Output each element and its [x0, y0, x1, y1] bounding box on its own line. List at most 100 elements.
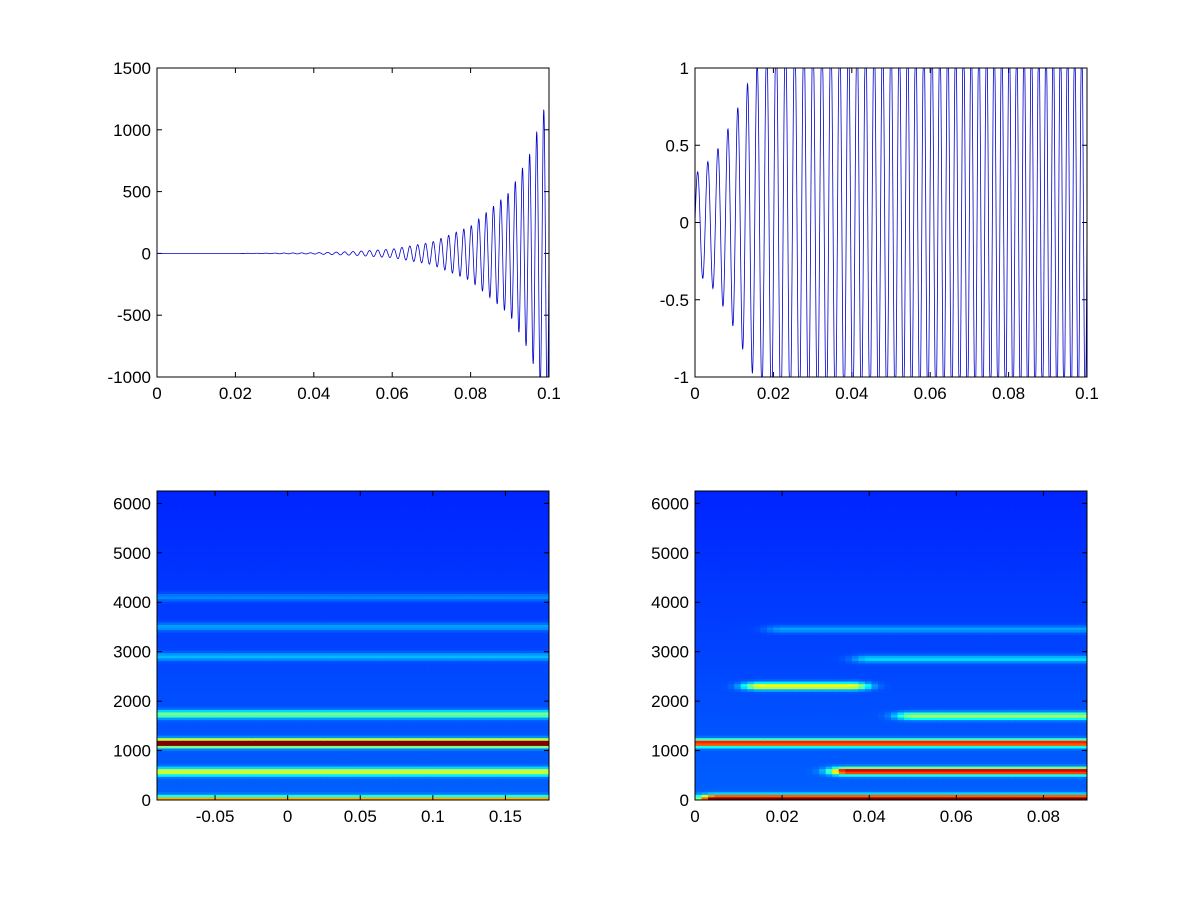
heatmap-cell: [411, 645, 419, 649]
heatmap-cell: [222, 697, 230, 701]
heatmap-cell: [228, 622, 236, 626]
heatmap-cell: [359, 617, 367, 621]
heatmap-cell: [359, 521, 367, 526]
heatmap-cell: [424, 537, 432, 541]
heatmap-cell: [255, 658, 263, 662]
heatmap-cell: [509, 560, 517, 564]
heatmap-cell: [170, 671, 178, 675]
heatmap-cell: [424, 681, 432, 685]
heatmap-cell: [379, 557, 387, 562]
heatmap-cell: [470, 697, 478, 701]
heatmap-cell: [496, 601, 504, 605]
heatmap-cell: [457, 658, 465, 662]
heatmap-cell: [189, 552, 197, 556]
heatmap-cell: [437, 503, 446, 508]
heatmap-cell: [516, 591, 524, 595]
heatmap-cell: [261, 632, 269, 636]
heatmap-cell: [359, 660, 367, 665]
heatmap-cell: [464, 640, 472, 644]
heatmap-cell: [483, 545, 491, 549]
heatmap-cell: [209, 514, 217, 518]
heatmap-cell: [372, 689, 380, 693]
heatmap-cell: [255, 653, 263, 657]
heatmap-cell: [411, 599, 419, 603]
heatmap-cell: [261, 666, 269, 670]
heatmap-cell: [464, 691, 472, 696]
heatmap-cell: [228, 498, 236, 502]
heatmap-cell: [333, 591, 341, 595]
heatmap-cell: [503, 622, 511, 626]
heatmap-cell: [339, 689, 348, 693]
heatmap-cell: [339, 681, 348, 685]
heatmap-cell: [163, 686, 171, 690]
heatmap-cell: [372, 684, 380, 688]
heatmap-cell: [483, 635, 491, 639]
heatmap-cell: [346, 606, 354, 611]
heatmap-cell: [490, 697, 498, 701]
heatmap-cell: [529, 503, 537, 508]
heatmap-cell: [490, 658, 498, 662]
heatmap-cell: [457, 681, 465, 685]
heatmap-cell: [353, 560, 361, 564]
heatmap-cell: [294, 588, 302, 593]
heatmap-cell: [366, 622, 374, 626]
heatmap-cell: [183, 650, 191, 654]
heatmap-cell: [300, 596, 308, 600]
heatmap-cell: [490, 632, 498, 636]
heatmap-cell: [437, 557, 446, 562]
heatmap-cell: [215, 624, 223, 629]
heatmap-cell: [522, 617, 530, 621]
heatmap-cell: [529, 681, 537, 685]
heatmap-cell: [411, 612, 419, 616]
heatmap-cell: [431, 666, 439, 670]
heatmap-cell: [509, 632, 517, 636]
heatmap-cell: [542, 637, 549, 641]
heatmap-cell: [418, 532, 426, 536]
heatmap-cell: [398, 588, 406, 593]
heatmap-cell: [209, 534, 217, 538]
heatmap-cell: [516, 604, 524, 608]
heatmap-cell: [405, 534, 413, 538]
heatmap-cell: [411, 519, 419, 523]
heatmap-cell: [326, 619, 334, 623]
heatmap-cell: [431, 697, 439, 701]
heatmap-cell: [366, 563, 374, 567]
heatmap-cell: [333, 689, 341, 693]
heatmap-cell: [307, 609, 315, 613]
heatmap-cell: [398, 653, 406, 657]
heatmap-cell: [509, 529, 517, 533]
heatmap-cell: [470, 668, 478, 672]
heatmap-cell: [313, 676, 321, 680]
heatmap-cell: [202, 699, 210, 703]
heatmap-cell: [320, 542, 328, 546]
heatmap-cell: [163, 604, 171, 608]
heatmap-cell: [261, 653, 269, 657]
heatmap-cell: [379, 588, 387, 593]
heatmap-cell: [313, 527, 321, 531]
heatmap-cell: [418, 653, 426, 657]
heatmap-cell: [248, 627, 256, 631]
heatmap-cell: [353, 697, 361, 701]
heatmap-cell: [457, 686, 465, 690]
heatmap-cell: [418, 632, 426, 636]
heatmap-cell: [196, 691, 204, 696]
heatmap-cell: [418, 697, 426, 701]
heatmap-cell: [392, 573, 400, 577]
heatmap-cell: [346, 532, 354, 536]
heatmap-cell: [320, 653, 328, 657]
heatmap-cell: [405, 599, 413, 603]
heatmap-cell: [176, 509, 184, 513]
heatmap-cell: [529, 524, 537, 528]
heatmap-cell: [313, 663, 321, 667]
heatmap-cell: [274, 601, 282, 605]
y-tick-label: 1500: [113, 59, 151, 78]
heatmap-cell: [470, 681, 478, 685]
heatmap-cell: [437, 545, 446, 549]
heatmap-cell: [176, 599, 184, 603]
heatmap-cell: [326, 694, 334, 698]
heatmap-cell: [215, 586, 223, 590]
heatmap-cell: [241, 630, 250, 634]
heatmap-cell: [398, 519, 406, 523]
heatmap-cell: [359, 655, 367, 659]
heatmap-cell: [542, 658, 549, 662]
